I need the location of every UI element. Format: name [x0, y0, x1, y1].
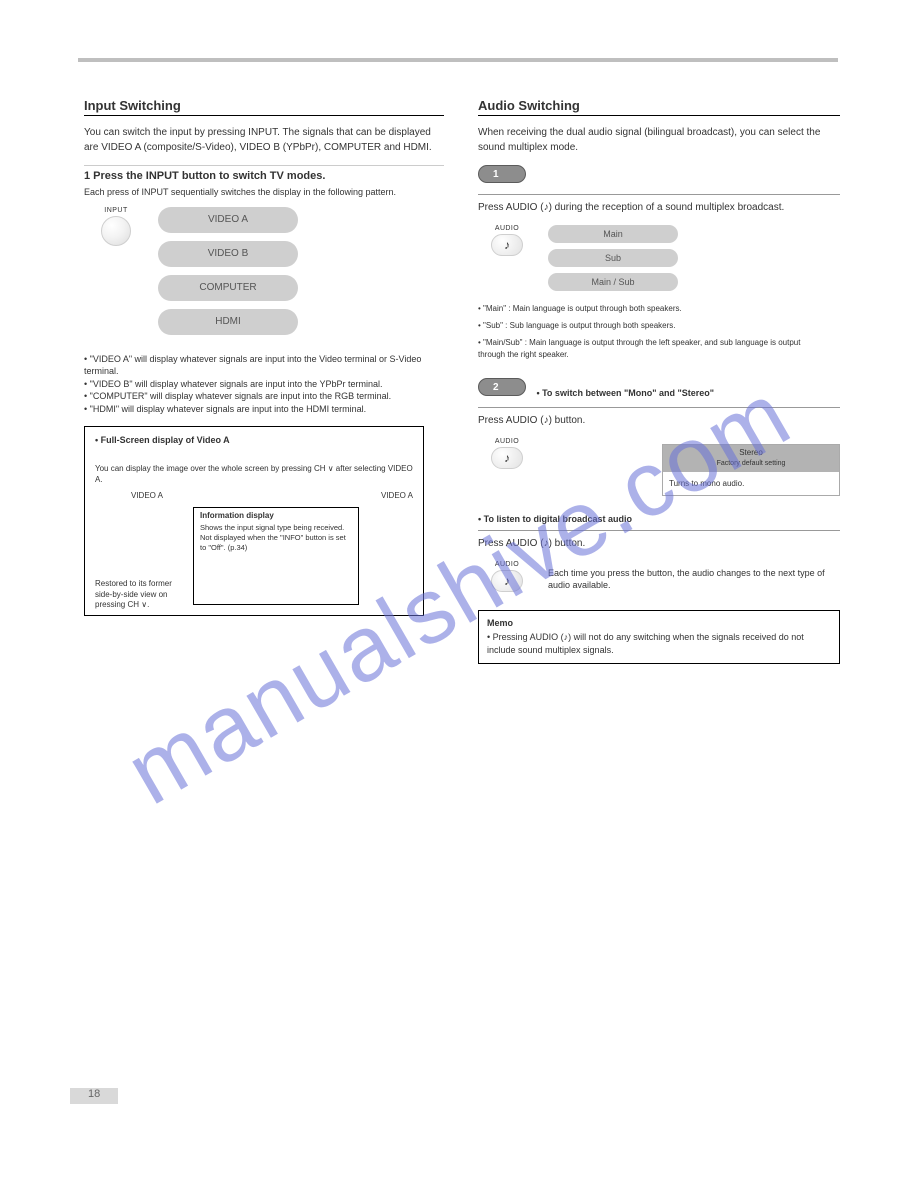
left-heading: Input Switching — [84, 98, 444, 116]
audio-button-label: AUDIO — [478, 438, 536, 445]
diagram-header: Stereo Factory default setting — [663, 445, 839, 472]
diagram-title: • Full-Screen display of Video A — [95, 435, 230, 445]
audio-pill-icon: ♪ — [491, 447, 523, 469]
left-explain: • "VIDEO B" will display whatever signal… — [84, 378, 444, 391]
left-column: Input Switching You can switch the input… — [84, 98, 444, 616]
step-rule — [478, 407, 840, 408]
step-rule — [478, 530, 840, 531]
input-row: INPUT VIDEO A VIDEO B COMPUTER HDMI — [84, 207, 444, 343]
audio-option: Sub — [548, 249, 678, 267]
right-intro: When receiving the dual audio signal (bi… — [478, 126, 840, 155]
diagram-inner-body: Shows the input signal type being receiv… — [200, 523, 352, 553]
left-intro: You can switch the input by pressing INP… — [84, 126, 444, 155]
left-explain: • "VIDEO A" will display whatever signal… — [84, 353, 444, 378]
left-explain: • "COMPUTER" will display whatever signa… — [84, 390, 444, 403]
page-number: 18 — [88, 1088, 100, 1100]
note-head: Memo — [487, 617, 831, 630]
input-button-label: INPUT — [84, 207, 148, 214]
diagram-caption: You can display the image over the whole… — [95, 463, 415, 485]
audio-pill-icon: ♪ — [491, 570, 523, 592]
right-column: Audio Switching When receiving the dual … — [478, 98, 840, 664]
music-note-icon: ♪ — [504, 574, 510, 588]
audio-row-3: AUDIO ♪ Each time you press the button, … — [478, 561, 840, 592]
input-option: HDMI — [158, 309, 298, 335]
left-step1-body: Each press of INPUT sequentially switche… — [84, 186, 444, 199]
step3-block: • To listen to digital broadcast audio P… — [478, 514, 840, 592]
top-rule — [78, 58, 838, 62]
diagram-top-label: Stereo — [739, 448, 763, 457]
input-button[interactable]: INPUT — [84, 207, 148, 246]
input-option: VIDEO B — [158, 241, 298, 267]
step1-block: Press AUDIO ( ♪ ) during the reception of … — [478, 165, 840, 360]
audio-options: Main Sub Main / Sub — [536, 225, 840, 297]
step3-instr: Press AUDIO (♪) button. — [478, 537, 840, 551]
step-badge-2 — [478, 378, 526, 396]
audio-button[interactable]: AUDIO ♪ — [478, 225, 536, 256]
diagram-caption2: Restored to its former side-by-side view… — [95, 579, 185, 610]
music-note-icon: ♪ — [504, 451, 510, 465]
diagram-right-label: VIDEO A — [381, 491, 413, 500]
step3-text-post: ) button. — [549, 538, 586, 549]
diagram-left-label: VIDEO A — [131, 491, 163, 500]
input-option: COMPUTER — [158, 275, 298, 301]
note-box: Memo • Pressing AUDIO (♪) will not do an… — [478, 610, 840, 664]
right-heading: Audio Switching — [478, 98, 840, 116]
round-button-icon — [101, 216, 131, 246]
audio-option: Main / Sub — [548, 273, 678, 291]
step2-text-post: ) button. — [549, 415, 586, 426]
input-option: VIDEO A — [158, 207, 298, 233]
step-badge-1 — [478, 165, 526, 183]
audio-button[interactable]: AUDIO ♪ — [478, 438, 536, 469]
step2-block: • To switch between "Mono" and "Stereo" … — [478, 378, 840, 496]
left-step1-head: 1 Press the INPUT button to switch TV mo… — [84, 165, 444, 182]
audio-pill-icon: ♪ — [491, 234, 523, 256]
audio-row-1: AUDIO ♪ Main Sub Main / Sub — [478, 225, 840, 297]
audio-button[interactable]: AUDIO ♪ — [478, 561, 536, 592]
left-explain: • "HDMI" will display whatever signals a… — [84, 403, 444, 416]
diagram-inner: Information display Shows the input sign… — [193, 507, 359, 605]
step1-explain: • "Sub" : Sub language is output through… — [478, 320, 818, 331]
audio-button-label: AUDIO — [478, 225, 536, 232]
step1-instr: Press AUDIO (♪) during the reception of … — [478, 201, 840, 215]
step2-title: • To switch between "Mono" and "Stereo" — [536, 388, 714, 398]
step-rule — [478, 194, 840, 195]
audio-option: Main — [548, 225, 678, 243]
music-note-icon: ♪ — [504, 238, 510, 252]
step1-explain: • "Main/Sub" : Main language is output t… — [478, 337, 818, 359]
stereo-mono-diagram: Stereo Factory default setting Turns to … — [662, 444, 840, 496]
diagram-bottom: Turns to mono audio. — [663, 472, 839, 495]
step1-text-pre: Press AUDIO ( — [478, 202, 544, 213]
step1-explain: • "Main" : Main language is output throu… — [478, 303, 818, 314]
diagram-inner-title: Information display — [200, 511, 352, 520]
step3-title: • To listen to digital broadcast audio — [478, 514, 840, 524]
audio-button-label: AUDIO — [478, 561, 536, 568]
step2-text-pre: Press AUDIO ( — [478, 415, 544, 426]
diagram-top-sub: Factory default setting — [717, 460, 786, 467]
step3-foot: Each time you press the button, the audi… — [548, 567, 840, 592]
diagram-box: • Full-Screen display of Video A You can… — [84, 426, 424, 616]
note-text-pre: • Pressing AUDIO ( — [487, 632, 564, 642]
audio-row-2: AUDIO ♪ Stereo Factory default setting T… — [478, 438, 840, 496]
step3-text-pre: Press AUDIO ( — [478, 538, 544, 549]
step1-text-post: ) during the reception of a sound multip… — [549, 202, 785, 213]
step2-instr: Press AUDIO (♪) button. — [478, 414, 840, 428]
input-options: VIDEO A VIDEO B COMPUTER HDMI — [148, 207, 444, 343]
